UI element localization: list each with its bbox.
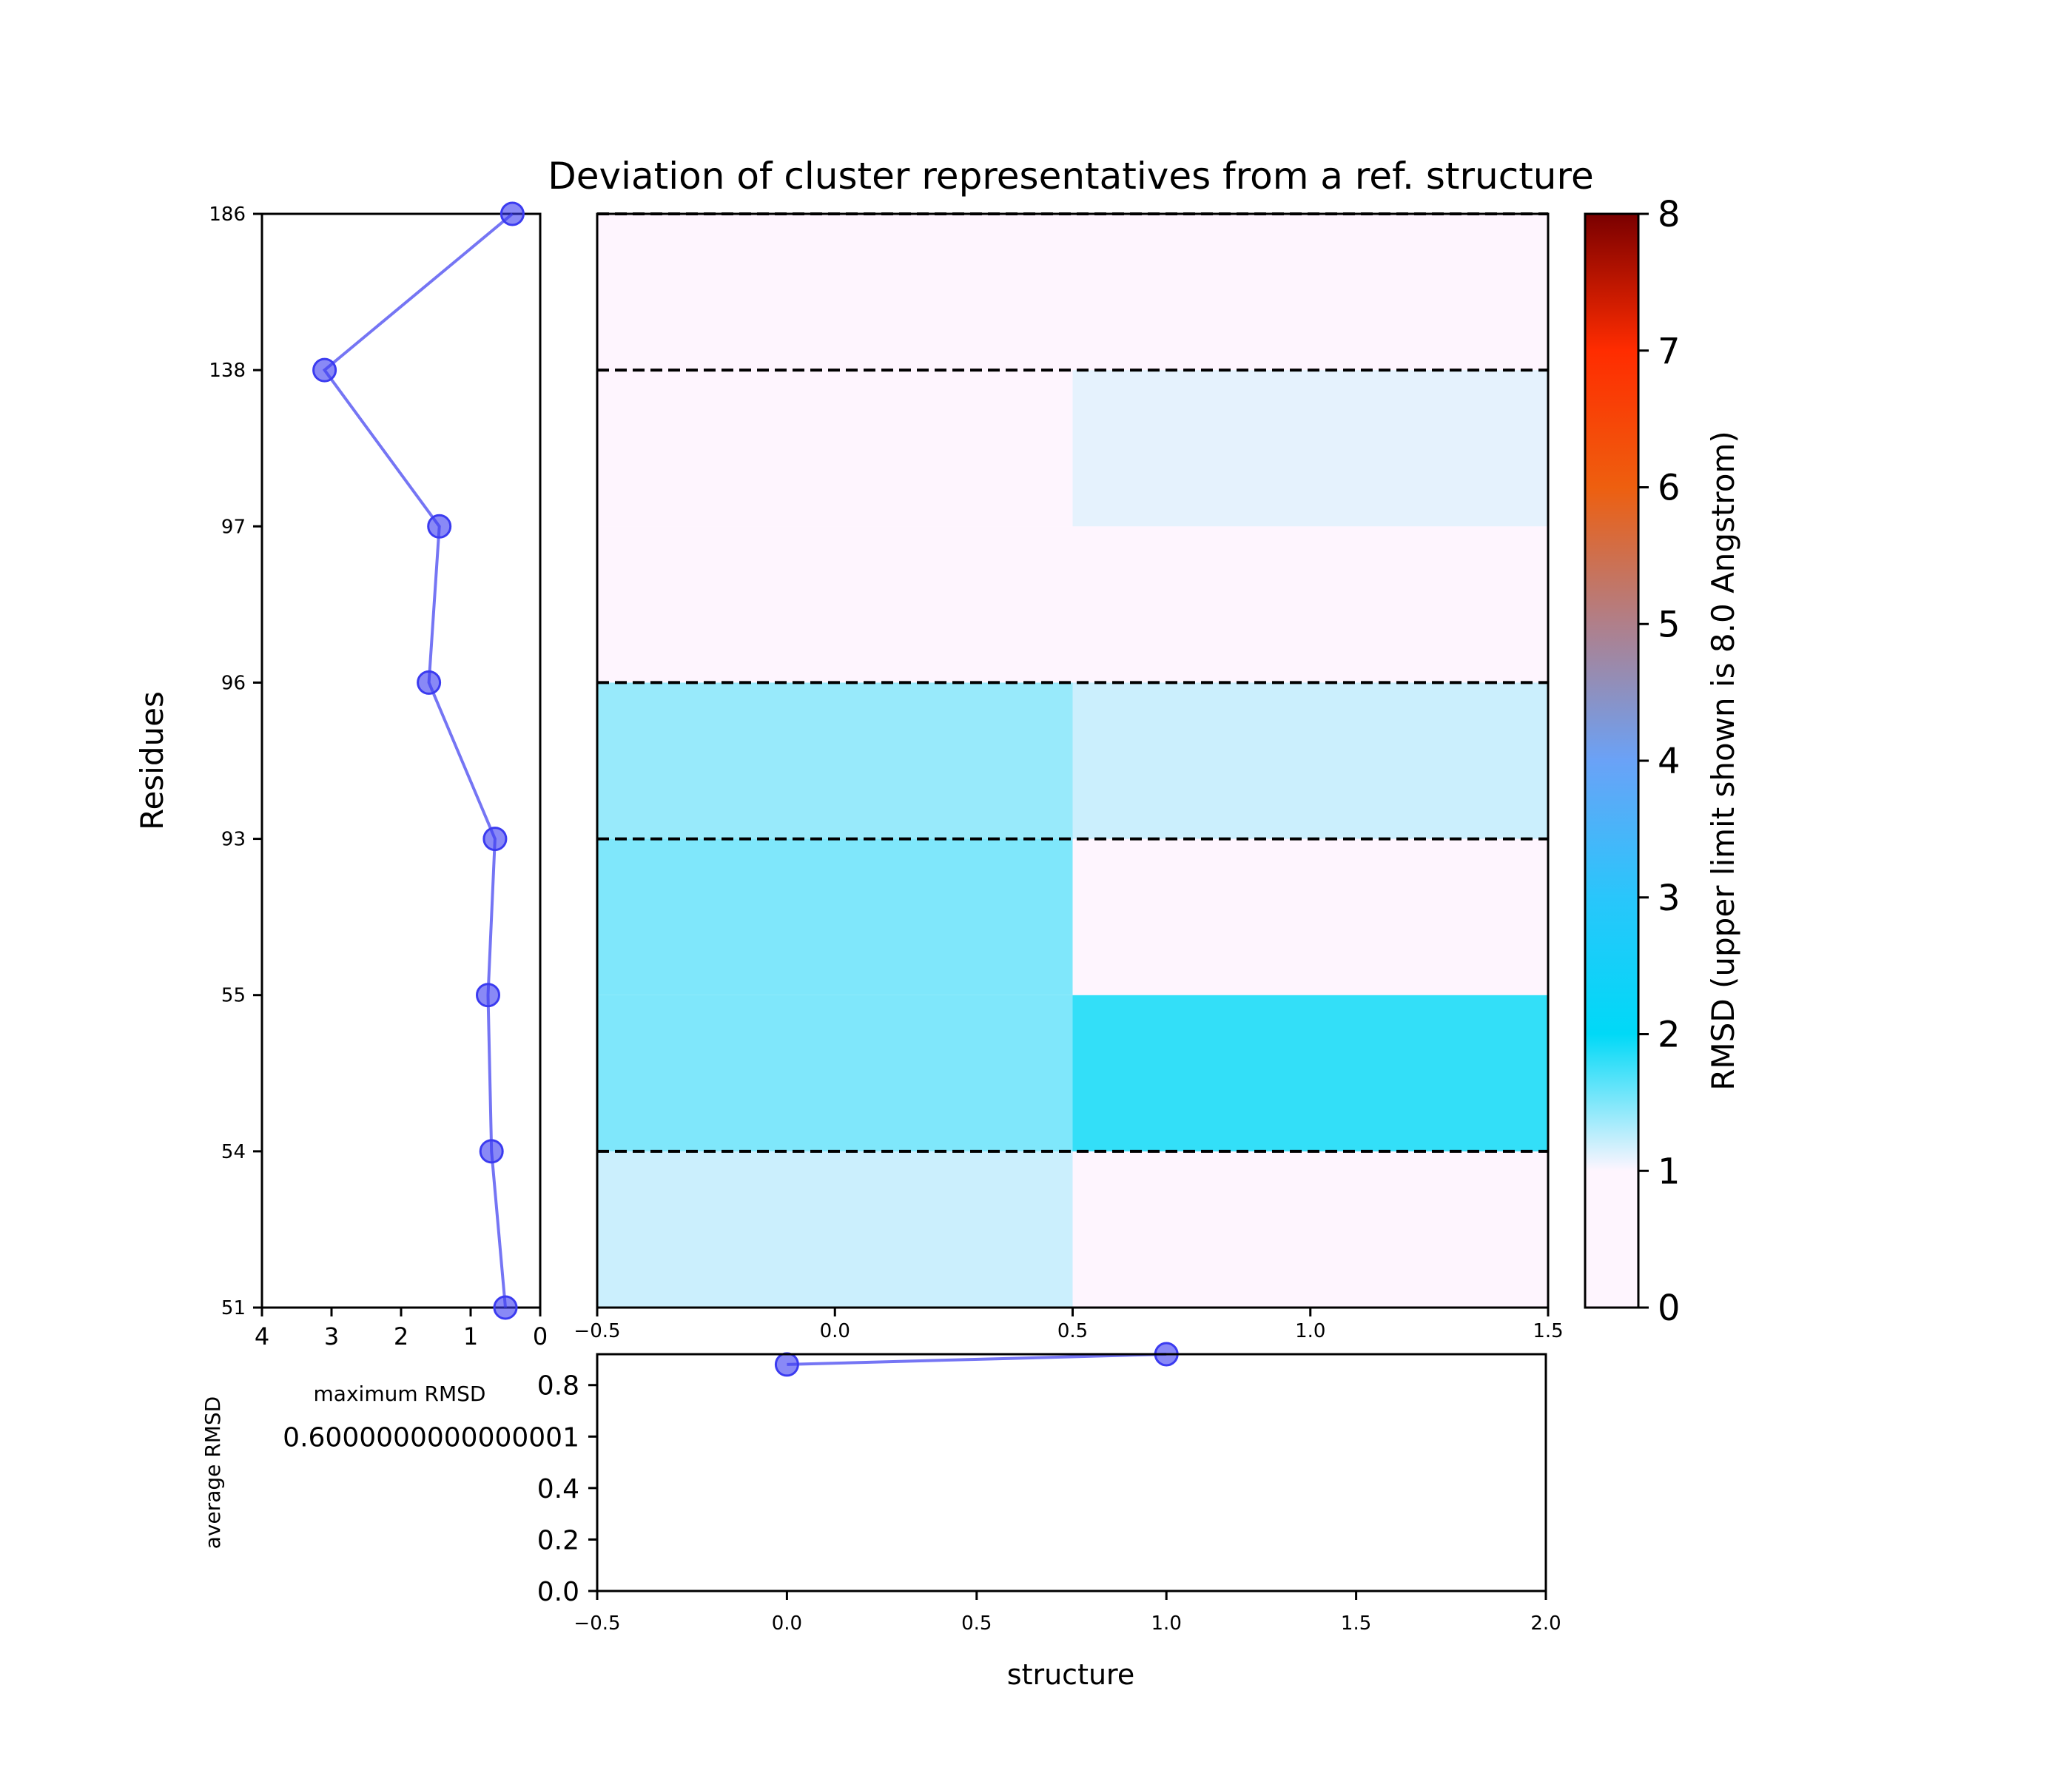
colorbar-tick-label: 0 xyxy=(1658,1288,1681,1329)
structure-x-tick-label: 1.5 xyxy=(1341,1612,1371,1635)
heatmap-cell xyxy=(597,370,1073,527)
max-rmsd-point xyxy=(482,827,508,852)
heatmap-cell xyxy=(597,995,1073,1151)
max-rmsd-point xyxy=(500,201,525,226)
heatmap-cell xyxy=(597,1151,1073,1308)
chart-title: Deviation of cluster representatives fro… xyxy=(548,155,1593,198)
colorbar-ticks: 0 1 2 3 4 5 6 7 8 xyxy=(1638,194,1681,1329)
heatmap-x-tick-label: 1.0 xyxy=(1295,1320,1325,1342)
heatmap-cell xyxy=(597,526,1073,683)
residue-tick-label: 55 xyxy=(221,985,246,1007)
structure-x-ticks: −0.5 0.0 0.5 1.0 1.5 2.0 xyxy=(574,1591,1561,1635)
max-rmsd-line xyxy=(322,212,514,1308)
max-rmsd-x-tick-label: 0 xyxy=(533,1322,548,1350)
residue-tick-label: 93 xyxy=(221,829,246,851)
max-rmsd-point xyxy=(417,670,442,695)
heatmap-plot: −0.5 0.0 0.5 1.0 1.5 xyxy=(574,212,1564,1342)
heatmap-x-tick-label: 1.5 xyxy=(1533,1320,1563,1342)
colorbar-tick-label: 4 xyxy=(1658,741,1681,782)
max-rmsd-series xyxy=(312,201,525,1320)
colorbar-gradient xyxy=(1584,212,1640,1309)
max-rmsd-point xyxy=(479,1139,504,1164)
average-rmsd-frame xyxy=(596,1353,1547,1592)
max-rmsd-point xyxy=(427,514,452,539)
colorbar-tick-label: 5 xyxy=(1658,604,1681,645)
average-rmsd-y-tick-label: 0.8 xyxy=(537,1371,579,1402)
heatmap-cell xyxy=(597,838,1073,995)
structure-x-tick-label: 0.5 xyxy=(961,1612,992,1635)
structure-axis-label: structure xyxy=(1007,1658,1134,1691)
residue-tick-label: 186 xyxy=(209,204,246,226)
residue-tick-label: 54 xyxy=(221,1141,246,1163)
residues-axis-label: Residues xyxy=(134,691,170,830)
average-rmsd-y-tick-label: 0.6000000000000001 xyxy=(283,1422,579,1453)
average-rmsd-y-tick-label: 0.4 xyxy=(537,1474,579,1504)
max-rmsd-plot: 51 54 55 93 96 97 138 186 4 3 2 1 0 Residues maximu… xyxy=(134,201,548,1406)
structure-x-tick-label: −0.5 xyxy=(574,1612,620,1635)
heatmap-cells xyxy=(597,214,1548,1308)
heatmap-cell xyxy=(1072,838,1548,995)
average-rmsd-point xyxy=(774,1352,799,1377)
colorbar: 0 1 2 3 4 5 6 7 8 RMSD (upper limit shown is 8.0… xyxy=(1584,194,1741,1329)
colorbar-tick-label: 7 xyxy=(1658,331,1681,372)
max-rmsd-point xyxy=(312,357,337,383)
max-rmsd-x-tick-label: 2 xyxy=(394,1322,408,1350)
residue-ticks: 51 54 55 93 96 97 138 186 xyxy=(209,204,262,1319)
max-rmsd-point xyxy=(493,1295,518,1320)
heatmap-cell xyxy=(1072,682,1548,839)
heatmap-cell xyxy=(1072,370,1548,527)
residue-tick-label: 138 xyxy=(209,360,246,382)
max-rmsd-x-tick-label: 4 xyxy=(255,1322,269,1350)
average-rmsd-y-ticks: 0.0 0.2 0.4 0.6000000000000001 0.8 xyxy=(283,1371,597,1607)
colorbar-tick-label: 6 xyxy=(1658,468,1681,509)
colorbar-tick-label: 3 xyxy=(1658,878,1681,919)
heatmap-cell xyxy=(1072,995,1548,1151)
max-rmsd-x-tick-label: 3 xyxy=(324,1322,339,1350)
colorbar-tick-label: 8 xyxy=(1658,194,1681,235)
heatmap-x-ticks: −0.5 0.0 0.5 1.0 1.5 xyxy=(574,1308,1564,1342)
heatmap-x-tick-label: 0.5 xyxy=(1057,1320,1088,1342)
max-rmsd-axis-label: maximum RMSD xyxy=(314,1382,486,1406)
average-rmsd-y-tick-label: 0.2 xyxy=(537,1525,579,1555)
residue-tick-label: 51 xyxy=(221,1297,246,1319)
average-rmsd-line xyxy=(787,1353,1167,1366)
residue-tick-label: 97 xyxy=(221,516,246,538)
max-rmsd-x-ticks: 4 3 2 1 0 xyxy=(255,1308,548,1350)
heatmap-cell xyxy=(1072,214,1548,371)
max-rmsd-x-tick-label: 1 xyxy=(463,1322,478,1350)
heatmap-cell xyxy=(1072,526,1548,683)
residue-tick-label: 96 xyxy=(221,672,246,694)
heatmap-cell xyxy=(597,214,1073,371)
heatmap-x-tick-label: −0.5 xyxy=(574,1320,620,1342)
colorbar-tick-label: 2 xyxy=(1658,1015,1681,1056)
colorbar-tick-label: 1 xyxy=(1658,1151,1681,1192)
average-rmsd-axis-label: average RMSD xyxy=(201,1396,225,1549)
heatmap-cell xyxy=(597,682,1073,839)
average-rmsd-y-tick-label: 0.0 xyxy=(537,1577,579,1607)
heatmap-x-tick-label: 0.0 xyxy=(820,1320,850,1342)
structure-x-tick-label: 1.0 xyxy=(1151,1612,1182,1635)
colorbar-label: RMSD (upper limit shown is 8.0 Angstrom) xyxy=(1705,431,1741,1091)
heatmap-cell xyxy=(1072,1151,1548,1308)
structure-x-tick-label: 0.0 xyxy=(772,1612,802,1635)
structure-x-tick-label: 2.0 xyxy=(1530,1612,1561,1635)
max-rmsd-point xyxy=(476,983,500,1008)
